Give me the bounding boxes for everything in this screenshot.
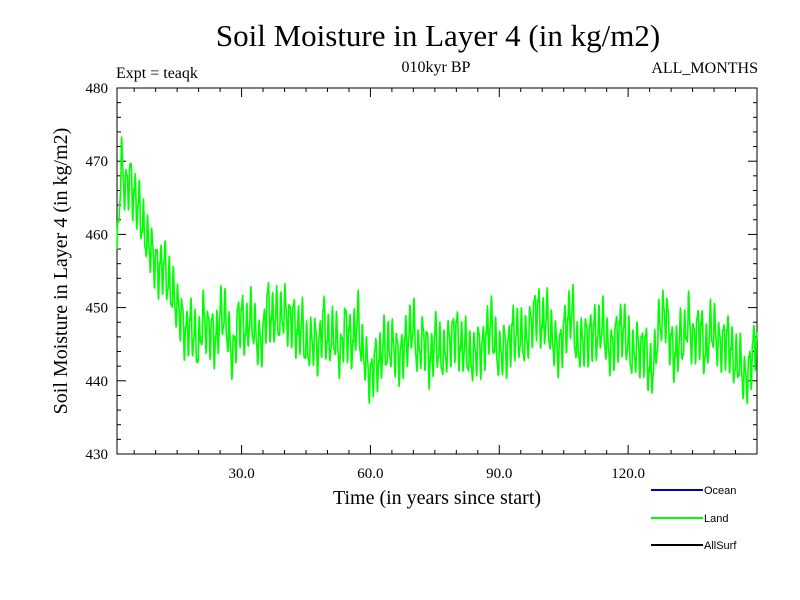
- y-tick-label-430: 430: [86, 447, 109, 463]
- x-tick-label-120: 120.0: [611, 466, 645, 482]
- y-axis-label: Soil Moisture in Layer 4 (in kg/m2): [50, 128, 72, 415]
- legend-label-land: Land: [704, 513, 728, 525]
- legend-label-ocean: Ocean: [704, 485, 736, 497]
- legend: Ocean Land AllSurf: [651, 485, 737, 552]
- subtitle-center: 010kyr BP: [402, 59, 471, 76]
- series-line-land: [116, 136, 758, 405]
- y-tick-label-470: 470: [86, 154, 109, 170]
- subtitle-left: Expt = teaqk: [116, 65, 198, 82]
- y-tick-label-440: 440: [86, 374, 109, 390]
- chart-title: Soil Moisture in Layer 4 (in kg/m2): [216, 18, 660, 53]
- legend-label-allsurf: AllSurf: [704, 540, 737, 552]
- y-tick-label-480: 480: [86, 81, 109, 97]
- plot-frame: [116, 87, 758, 455]
- y-tick-label-450: 450: [86, 301, 109, 317]
- x-tick-label-30: 30.0: [228, 466, 254, 482]
- y-tick-label-460: 460: [86, 227, 109, 243]
- x-tick-label-90: 90.0: [486, 466, 512, 482]
- x-axis-ticks: 30.0 60.0 90.0 120.0: [133, 88, 737, 482]
- y-axis-ticks: 430 440 450 460 470 480: [86, 81, 757, 463]
- series-layer: [116, 136, 758, 405]
- x-tick-label-60: 60.0: [357, 466, 383, 482]
- x-axis-label: Time (in years since start): [333, 487, 541, 509]
- subtitle-right: ALL_MONTHS: [651, 60, 758, 77]
